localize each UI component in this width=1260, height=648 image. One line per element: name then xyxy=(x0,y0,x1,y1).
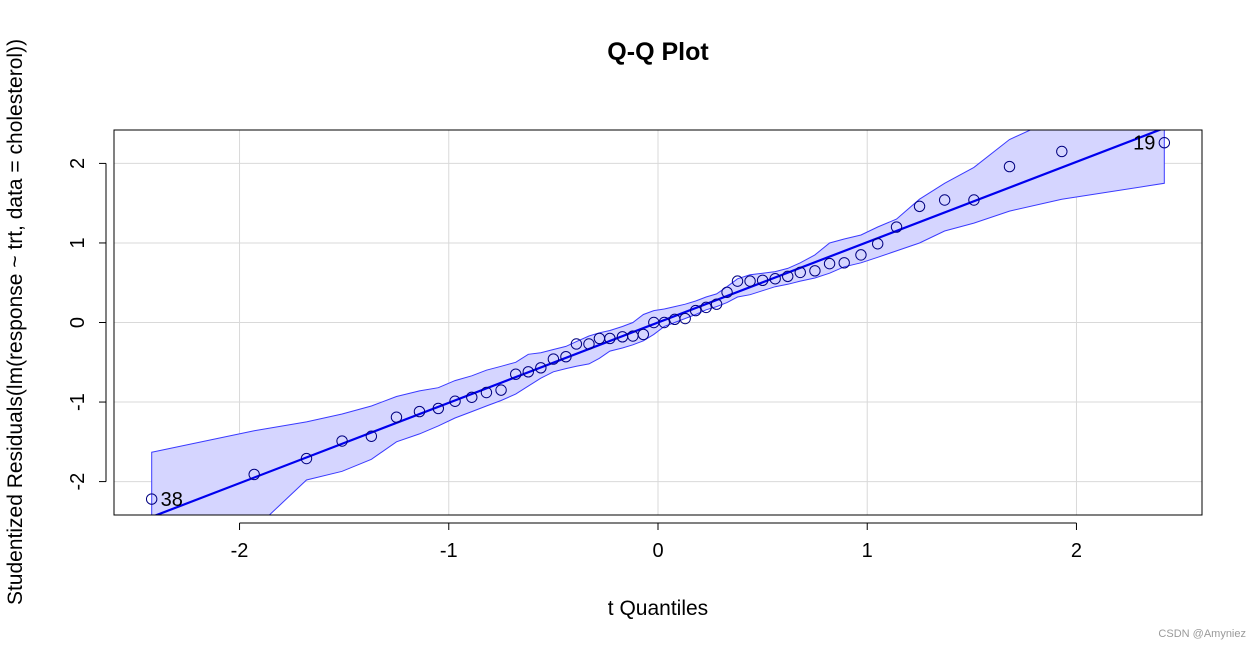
data-point xyxy=(522,366,534,378)
data-point xyxy=(365,430,378,442)
data-point xyxy=(658,316,670,329)
x-tick-label: -2 xyxy=(231,540,249,562)
data-point xyxy=(390,411,403,423)
data-point xyxy=(809,265,821,277)
chart-title: Q-Q Plot xyxy=(607,38,709,66)
point-label: 38 xyxy=(161,489,183,511)
data-point xyxy=(679,312,691,325)
data-point xyxy=(145,493,158,505)
data-point xyxy=(510,368,522,380)
point-labels: 38 19 xyxy=(161,133,1156,511)
data-point xyxy=(890,221,903,233)
data-point xyxy=(700,301,712,314)
data-point xyxy=(604,332,616,345)
watermark: CSDN @Amyniez xyxy=(1158,628,1246,640)
y-tick-label: -1 xyxy=(67,393,89,411)
data-point xyxy=(248,468,260,481)
reference-line-path xyxy=(153,130,1163,515)
data-point xyxy=(583,338,595,350)
x-tick-label: 0 xyxy=(652,540,663,562)
data-point xyxy=(560,351,572,363)
data-point xyxy=(432,402,445,415)
y-tick-label: -2 xyxy=(67,473,89,491)
data-point xyxy=(689,304,702,317)
data-point xyxy=(336,435,348,447)
data-point xyxy=(756,274,769,287)
data-point xyxy=(731,275,744,287)
x-tick-label: -1 xyxy=(440,540,458,562)
data-point xyxy=(480,386,493,399)
y-axis-label: Studentized Residuals(lm(response ~ trt,… xyxy=(4,39,27,605)
reference-line xyxy=(153,130,1163,515)
data-point xyxy=(637,328,650,341)
data-point xyxy=(794,266,806,279)
data-point xyxy=(449,395,461,407)
data-point xyxy=(871,238,884,250)
data-point xyxy=(938,194,951,206)
data-point xyxy=(838,257,850,269)
data-point xyxy=(744,275,756,287)
data-point xyxy=(547,353,560,365)
data-point xyxy=(535,362,547,374)
data-point xyxy=(413,405,426,418)
point-label: 19 xyxy=(1133,133,1155,155)
y-tick-label: 2 xyxy=(67,158,89,169)
data-point xyxy=(823,257,836,270)
data-point xyxy=(782,270,794,283)
data-point xyxy=(570,338,583,350)
data-point xyxy=(769,273,781,285)
y-tick-label: 1 xyxy=(67,237,89,248)
y-axis: -2 -1 0 1 2 xyxy=(67,158,107,491)
x-axis: -2 -1 0 1 2 xyxy=(231,522,1082,562)
data-point xyxy=(855,249,867,261)
plot-frame xyxy=(113,129,1203,516)
data-point xyxy=(495,384,507,396)
y-tick-label: 0 xyxy=(67,317,89,328)
data-point xyxy=(1056,145,1068,158)
data-point xyxy=(466,391,478,403)
data-point xyxy=(300,452,313,465)
data-point xyxy=(913,200,926,213)
data-points xyxy=(145,137,1171,505)
data-point xyxy=(1158,137,1171,149)
x-tick-label: 1 xyxy=(862,540,873,562)
x-tick-label: 2 xyxy=(1071,540,1082,562)
data-point xyxy=(968,194,980,206)
x-axis-label: t Quantiles xyxy=(608,597,708,620)
data-point xyxy=(710,298,723,310)
data-point xyxy=(721,286,733,298)
data-point xyxy=(1003,160,1016,173)
